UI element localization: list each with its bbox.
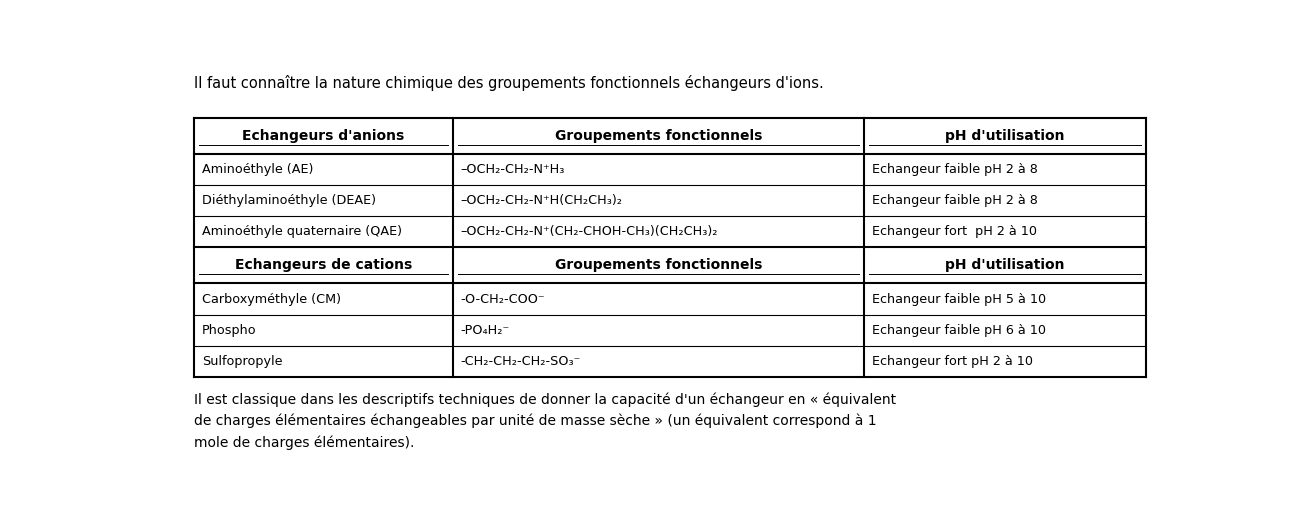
Text: Echangeur faible pH 6 à 10: Echangeur faible pH 6 à 10: [872, 324, 1046, 336]
Text: Aminoéthyle (AE): Aminoéthyle (AE): [201, 163, 314, 176]
Text: Groupements fonctionnels: Groupements fonctionnels: [554, 129, 762, 143]
Text: Echangeur fort pH 2 à 10: Echangeur fort pH 2 à 10: [872, 355, 1033, 367]
Text: pH d'utilisation: pH d'utilisation: [945, 259, 1065, 272]
Text: Groupements fonctionnels: Groupements fonctionnels: [554, 259, 762, 272]
Text: Il faut connaître la nature chimique des groupements fonctionnels échangeurs d'i: Il faut connaître la nature chimique des…: [193, 75, 823, 91]
Text: Diéthylaminoéthyle (DEAE): Diéthylaminoéthyle (DEAE): [201, 194, 376, 207]
Text: -CH₂-CH₂-CH₂-SO₃⁻: -CH₂-CH₂-CH₂-SO₃⁻: [461, 355, 582, 367]
Text: Aminoéthyle quaternaire (QAE): Aminoéthyle quaternaire (QAE): [201, 225, 401, 238]
Text: Il est classique dans les descriptifs techniques de donner la capacité d'un écha: Il est classique dans les descriptifs te…: [193, 392, 895, 449]
Text: Echangeurs d'anions: Echangeurs d'anions: [242, 129, 404, 143]
Text: Sulfopropyle: Sulfopropyle: [201, 355, 282, 367]
Text: Echangeur faible pH 2 à 8: Echangeur faible pH 2 à 8: [872, 163, 1038, 176]
Text: –OCH₂-CH₂-N⁺H₃: –OCH₂-CH₂-N⁺H₃: [461, 163, 565, 176]
Text: Echangeur faible pH 2 à 8: Echangeur faible pH 2 à 8: [872, 194, 1038, 207]
Text: Echangeur faible pH 5 à 10: Echangeur faible pH 5 à 10: [872, 293, 1047, 305]
Text: pH d'utilisation: pH d'utilisation: [945, 129, 1065, 143]
Text: -O-CH₂-COO⁻: -O-CH₂-COO⁻: [461, 293, 545, 305]
Text: -PO₄H₂⁻: -PO₄H₂⁻: [461, 324, 510, 336]
Text: Echangeurs de cations: Echangeurs de cations: [235, 259, 412, 272]
Text: Echangeur fort  pH 2 à 10: Echangeur fort pH 2 à 10: [872, 225, 1038, 238]
Text: –OCH₂-CH₂-N⁺H(CH₂CH₃)₂: –OCH₂-CH₂-N⁺H(CH₂CH₃)₂: [461, 194, 623, 207]
Text: –OCH₂-CH₂-N⁺(CH₂-CHOH-CH₃)(CH₂CH₃)₂: –OCH₂-CH₂-N⁺(CH₂-CHOH-CH₃)(CH₂CH₃)₂: [461, 225, 719, 238]
Text: Carboxyméthyle (CM): Carboxyméthyle (CM): [201, 293, 341, 305]
Text: Phospho: Phospho: [201, 324, 256, 336]
